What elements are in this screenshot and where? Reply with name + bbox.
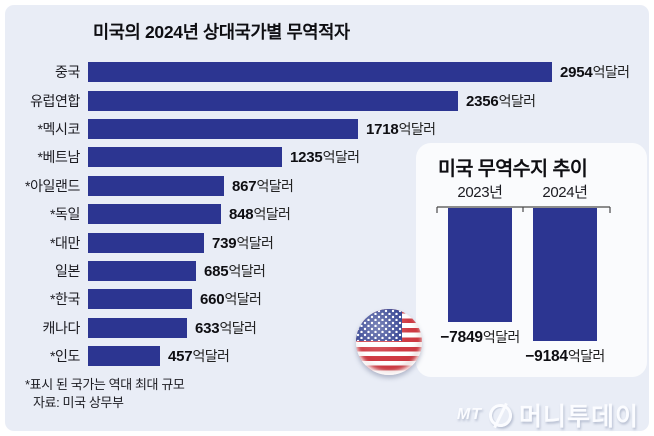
bar-row: *베트남 1235억달러 (8, 143, 648, 171)
trend-bar (533, 208, 597, 341)
value-label: 2954억달러 (560, 64, 630, 82)
country-label: *한국 (49, 291, 80, 308)
deficit-bar (88, 346, 160, 367)
country-label: 캐나다 (42, 319, 81, 336)
bar-row: 중국 2954억달러 (8, 58, 648, 86)
logo-coin-icon (486, 401, 515, 429)
value-label: 1235억달러 (290, 149, 360, 167)
trade-deficit-bar-chart: 중국 2954억달러 유럽연합 2356억달러 *멕시코 1718억달러 *베트… (8, 58, 648, 370)
chart-title: 미국의 2024년 상대국가별 무역적자 (93, 22, 350, 42)
trend-value-label: −7849억달러 (440, 329, 520, 346)
deficit-bar (88, 260, 196, 281)
bar-row: *대만 739억달러 (8, 228, 648, 256)
bar-row: *한국 660억달러 (8, 285, 648, 313)
country-label: *독일 (49, 206, 80, 223)
deficit-bar (88, 232, 204, 253)
value-label: 739억달러 (212, 234, 274, 252)
infographic-panel: 미국의 2024년 상대국가별 무역적자 중국 2954억달러 유럽연합 235… (5, 5, 649, 431)
deficit-bar (88, 90, 458, 111)
moneytoday-logo: MT 머니투데이 (457, 397, 639, 433)
country-label: *아일랜드 (25, 177, 80, 194)
country-label: *멕시코 (37, 120, 81, 137)
deficit-bar (88, 118, 358, 139)
logo-name-text: 머니투데이 (518, 403, 639, 431)
deficit-bar (88, 204, 221, 225)
value-label: 660억달러 (200, 291, 262, 309)
deficit-bar (88, 317, 187, 338)
trend-card-title: 미국 무역수지 추이 (438, 158, 588, 180)
bar-row: *멕시코 1718억달러 (8, 115, 648, 143)
trend-value-label: −9184억달러 (525, 348, 605, 365)
bar-row: *인도 457억달러 (8, 342, 648, 370)
value-label: 633억달러 (195, 319, 257, 337)
deficit-bar (88, 62, 552, 83)
footnote-note: *표시 된 국가는 역대 최대 규모 (25, 377, 185, 392)
country-label: 중국 (55, 64, 80, 81)
value-label: 867억달러 (232, 177, 294, 195)
trade-balance-trend-card: 미국 무역수지 추이 2023년 −7849억달러 2024년 −9184억달러 (416, 143, 647, 377)
deficit-bar (88, 289, 192, 310)
footnote-source: 자료: 미국 상무부 (33, 395, 124, 410)
value-label: 685억달러 (204, 262, 266, 280)
bar-row: *아일랜드 867억달러 (8, 172, 648, 200)
flag-canton (356, 309, 402, 341)
logo-mt-text: MT (456, 406, 482, 423)
us-flag-icon (356, 309, 422, 375)
deficit-bar (88, 175, 224, 196)
trend-year-label: 2023년 (457, 184, 503, 201)
country-label: 일본 (55, 262, 80, 279)
bar-row: 캐나다 633억달러 (8, 314, 648, 342)
value-label: 457억달러 (168, 348, 230, 366)
bar-row: 유럽연합 2356억달러 (8, 86, 648, 114)
bar-row: 일본 685억달러 (8, 257, 648, 285)
deficit-bar (88, 147, 282, 168)
country-label: *인도 (49, 348, 80, 365)
trend-year-label: 2024년 (542, 184, 588, 201)
flag-gloss (356, 309, 422, 375)
bar-row: *독일 848억달러 (8, 200, 648, 228)
trend-bar (448, 208, 512, 322)
country-label: *대만 (49, 234, 80, 251)
country-label: *베트남 (37, 149, 81, 166)
value-label: 1718억달러 (366, 120, 436, 138)
trend-axis-line (436, 206, 611, 213)
footnotes: *표시 된 국가는 역대 최대 규모 자료: 미국 상무부 (25, 376, 185, 412)
value-label: 848억달러 (229, 206, 291, 224)
country-label: 유럽연합 (30, 92, 80, 109)
value-label: 2356억달러 (466, 92, 536, 110)
